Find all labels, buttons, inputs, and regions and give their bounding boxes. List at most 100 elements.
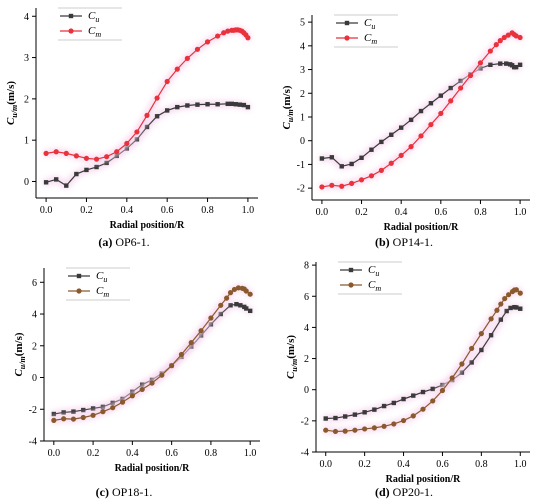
y-tick-label: 0: [32, 373, 37, 384]
data-point-cm: [104, 154, 110, 160]
y-tick-label: 6: [32, 278, 37, 289]
y-axis-label: Cu/m(m/s): [13, 332, 27, 376]
data-point-cm: [362, 426, 368, 432]
data-point-cm: [247, 291, 253, 297]
data-point-cu: [241, 102, 247, 108]
data-point-cm: [352, 427, 358, 433]
chart-panel-a: 0 1 2 3 4 0.0 0.2 0.4 0.6 0.8 1.0 Radial position/R…: [5, 7, 258, 231]
data-point-cm: [408, 144, 414, 150]
y-tick-label: -4: [301, 448, 309, 459]
data-point-cu: [175, 104, 180, 110]
data-point-cm: [215, 33, 221, 39]
data-point-cm: [410, 413, 416, 419]
data-point-cu: [218, 311, 223, 317]
y-tick-label: 2: [32, 341, 37, 352]
y-tick-label: -2: [301, 416, 309, 427]
data-point-cu: [205, 102, 210, 107]
data-point-cu: [479, 347, 484, 353]
data-point-cu: [517, 62, 523, 68]
data-point-cm: [329, 182, 335, 188]
data-point-cu: [164, 108, 170, 113]
data-point-cm: [398, 152, 404, 159]
data-point-cm: [134, 129, 140, 135]
data-point-cm: [497, 38, 503, 44]
data-point-cm: [358, 177, 365, 183]
data-point-cu: [234, 301, 239, 307]
chart-panel-b: -2 -1 0 1 2 3 4 5 0.0 0.2 0.4 0.6 0.8 1.0 Radial posit…: [281, 14, 530, 233]
data-point-cm: [43, 150, 49, 156]
y-tick-label: 4: [304, 323, 309, 334]
data-point-cu: [114, 153, 119, 159]
data-point-cu: [319, 156, 325, 161]
y-axis-label: Cu/m(m/s): [5, 81, 19, 125]
data-point-cu: [81, 407, 86, 413]
caption-c: (c) OP18-1.: [96, 485, 153, 499]
y-tick-label: 2: [24, 94, 29, 105]
data-point-cu: [349, 161, 354, 167]
data-point-cm: [114, 149, 120, 155]
y-tick-label: 6: [304, 292, 309, 303]
x-tick-label: 0.0: [316, 207, 329, 218]
y-tick-label: 4: [24, 12, 29, 23]
data-point-cu: [245, 104, 251, 110]
data-point-cm: [184, 55, 190, 61]
x-tick-label: 0.8: [201, 205, 214, 216]
data-point-cm: [448, 98, 454, 104]
data-point-cu: [428, 101, 434, 106]
data-point-cm: [119, 399, 126, 405]
y-tick-label: 0: [300, 136, 305, 147]
legend-label-cu: Cu: [88, 10, 99, 24]
data-point-cm: [459, 361, 465, 367]
y-tick-label: -2: [297, 184, 305, 195]
data-point-cm: [61, 416, 67, 422]
data-point-cu: [504, 308, 509, 314]
data-point-cu: [208, 322, 214, 327]
data-point-cm: [227, 290, 234, 296]
series-glow: [50, 300, 254, 418]
legend-label-cu: Cu: [368, 264, 379, 278]
data-point-cm: [493, 42, 499, 48]
data-point-cm: [159, 372, 165, 378]
data-point-cu: [342, 414, 348, 419]
data-point-cu: [84, 167, 89, 173]
data-point-cu: [195, 102, 200, 107]
data-point-cm: [218, 302, 224, 308]
data-point-cm: [449, 375, 455, 381]
data-point-cu: [504, 61, 509, 66]
data-point-cm: [342, 428, 348, 434]
data-point-cu: [488, 332, 494, 338]
data-point-cm: [487, 48, 493, 54]
x-tick-label: 0.6: [435, 207, 448, 218]
data-point-cu: [362, 410, 367, 415]
data-point-cu: [53, 177, 59, 182]
data-point-cu: [430, 386, 435, 392]
data-point-cu: [215, 102, 220, 107]
legend-label-cm: Cm: [368, 279, 381, 293]
legend-marker-cm: [344, 35, 350, 41]
y-tick-label: 0: [24, 177, 29, 188]
data-point-cm: [349, 180, 355, 186]
y-tick-label: 5: [300, 18, 305, 29]
data-point-cm: [225, 28, 231, 34]
data-point-cm: [53, 149, 59, 155]
data-point-cu: [71, 409, 76, 414]
x-tick-label: 0.4: [121, 205, 134, 216]
data-point-cu: [389, 132, 394, 137]
chart-panel-d: -4 -2 0 2 4 6 8 0.0 0.2 0.4 0.6 0.8 1.0 Radial positi…: [285, 261, 530, 485]
data-point-cu: [333, 415, 338, 421]
caption-b: (b) OP14-1.: [375, 235, 433, 249]
data-point-cm: [439, 387, 446, 394]
legend-marker-cm: [76, 288, 82, 294]
series-line-cm: [45, 29, 249, 160]
data-point-cm: [124, 140, 130, 147]
y-tick-label: 1: [300, 112, 305, 123]
x-tick-label: 1.0: [242, 205, 255, 216]
data-point-cm: [368, 173, 375, 179]
data-point-cm: [501, 34, 507, 41]
data-point-cu: [420, 389, 426, 395]
data-point-cu: [100, 404, 106, 410]
data-point-cm: [319, 184, 325, 190]
data-point-cm: [154, 95, 160, 101]
data-point-cm: [83, 155, 90, 161]
data-point-cm: [178, 351, 185, 358]
